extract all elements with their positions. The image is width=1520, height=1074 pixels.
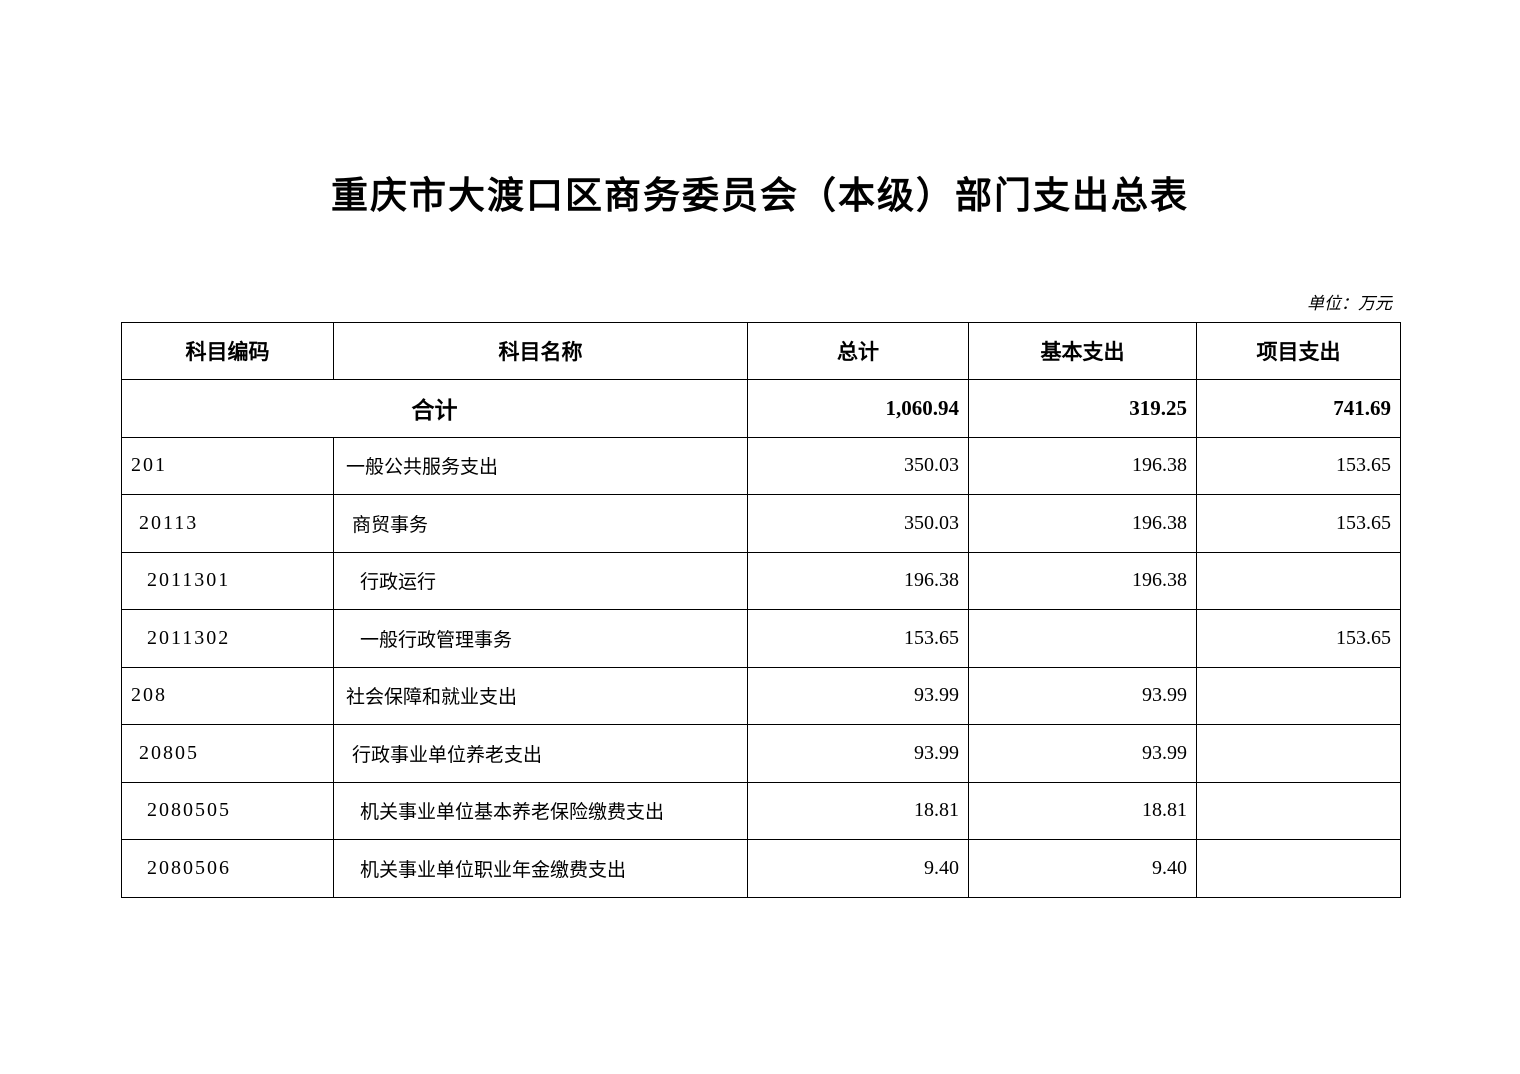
- total-cell: 18.81: [747, 781, 969, 840]
- name-cell: 一般行政管理事务: [333, 609, 748, 668]
- project-cell: 153.65: [1196, 609, 1401, 668]
- header-code: 科目编码: [121, 322, 334, 380]
- table-row: 2011302 一般行政管理事务 153.65 153.65: [121, 609, 1401, 668]
- basic-cell: 196.38: [968, 436, 1197, 495]
- table-row: 201 一般公共服务支出 350.03 196.38 153.65: [121, 436, 1401, 495]
- total-cell: 350.03: [747, 494, 969, 553]
- name-cell: 机关事业单位基本养老保险缴费支出: [333, 781, 748, 840]
- name-cell: 商贸事务: [333, 494, 748, 553]
- header-basic: 基本支出: [968, 322, 1197, 380]
- header-name: 科目名称: [333, 322, 748, 380]
- code-cell: 20805: [121, 724, 334, 783]
- basic-cell: 93.99: [968, 724, 1197, 783]
- total-cell: 196.38: [747, 551, 969, 610]
- page-title: 重庆市大渡口区商务委员会（本级）部门支出总表: [331, 176, 1189, 217]
- project-cell: 153.65: [1196, 436, 1401, 495]
- summary-label: 合计: [121, 379, 748, 438]
- total-cell: 153.65: [747, 609, 969, 668]
- table-header-row: 科目编码 科目名称 总计 基本支出 项目支出: [121, 322, 1401, 380]
- total-cell: 93.99: [747, 724, 969, 783]
- code-cell: 208: [121, 666, 334, 725]
- table-row: 20113 商贸事务 350.03 196.38 153.65: [121, 494, 1401, 553]
- table-row: 2011301 行政运行 196.38 196.38: [121, 551, 1401, 610]
- summary-row: 合计 1,060.94 319.25 741.69: [121, 379, 1401, 438]
- summary-project: 741.69: [1196, 379, 1401, 438]
- code-cell: 2080506: [121, 839, 334, 898]
- unit-note: 单位：万元: [1307, 294, 1392, 313]
- table-row: 208 社会保障和就业支出 93.99 93.99: [121, 666, 1401, 725]
- header-total: 总计: [747, 322, 969, 380]
- basic-cell: 196.38: [968, 494, 1197, 553]
- table-row: 20805 行政事业单位养老支出 93.99 93.99: [121, 724, 1401, 783]
- name-cell: 社会保障和就业支出: [333, 666, 748, 725]
- table-row: 2080506 机关事业单位职业年金缴费支出 9.40 9.40: [121, 839, 1401, 898]
- project-cell: [1196, 724, 1401, 783]
- expenditure-table: 科目编码 科目名称 总计 基本支出 项目支出 合计 1,060.94 319.2…: [121, 322, 1401, 898]
- total-cell: 350.03: [747, 436, 969, 495]
- code-cell: 2080505: [121, 781, 334, 840]
- basic-cell: [968, 609, 1197, 668]
- name-cell: 行政事业单位养老支出: [333, 724, 748, 783]
- header-project: 项目支出: [1196, 322, 1401, 380]
- name-cell: 行政运行: [333, 551, 748, 610]
- code-cell: 201: [121, 436, 334, 495]
- project-cell: [1196, 781, 1401, 840]
- code-cell: 2011302: [121, 609, 334, 668]
- code-cell: 2011301: [121, 551, 334, 610]
- project-cell: [1196, 551, 1401, 610]
- basic-cell: 18.81: [968, 781, 1197, 840]
- basic-cell: 9.40: [968, 839, 1197, 898]
- name-cell: 机关事业单位职业年金缴费支出: [333, 839, 748, 898]
- code-cell: 20113: [121, 494, 334, 553]
- total-cell: 93.99: [747, 666, 969, 725]
- name-cell: 一般公共服务支出: [333, 436, 748, 495]
- table-row: 2080505 机关事业单位基本养老保险缴费支出 18.81 18.81: [121, 781, 1401, 840]
- total-cell: 9.40: [747, 839, 969, 898]
- project-cell: [1196, 839, 1401, 898]
- summary-total: 1,060.94: [747, 379, 969, 438]
- project-cell: [1196, 666, 1401, 725]
- basic-cell: 93.99: [968, 666, 1197, 725]
- basic-cell: 196.38: [968, 551, 1197, 610]
- project-cell: 153.65: [1196, 494, 1401, 553]
- summary-basic: 319.25: [968, 379, 1197, 438]
